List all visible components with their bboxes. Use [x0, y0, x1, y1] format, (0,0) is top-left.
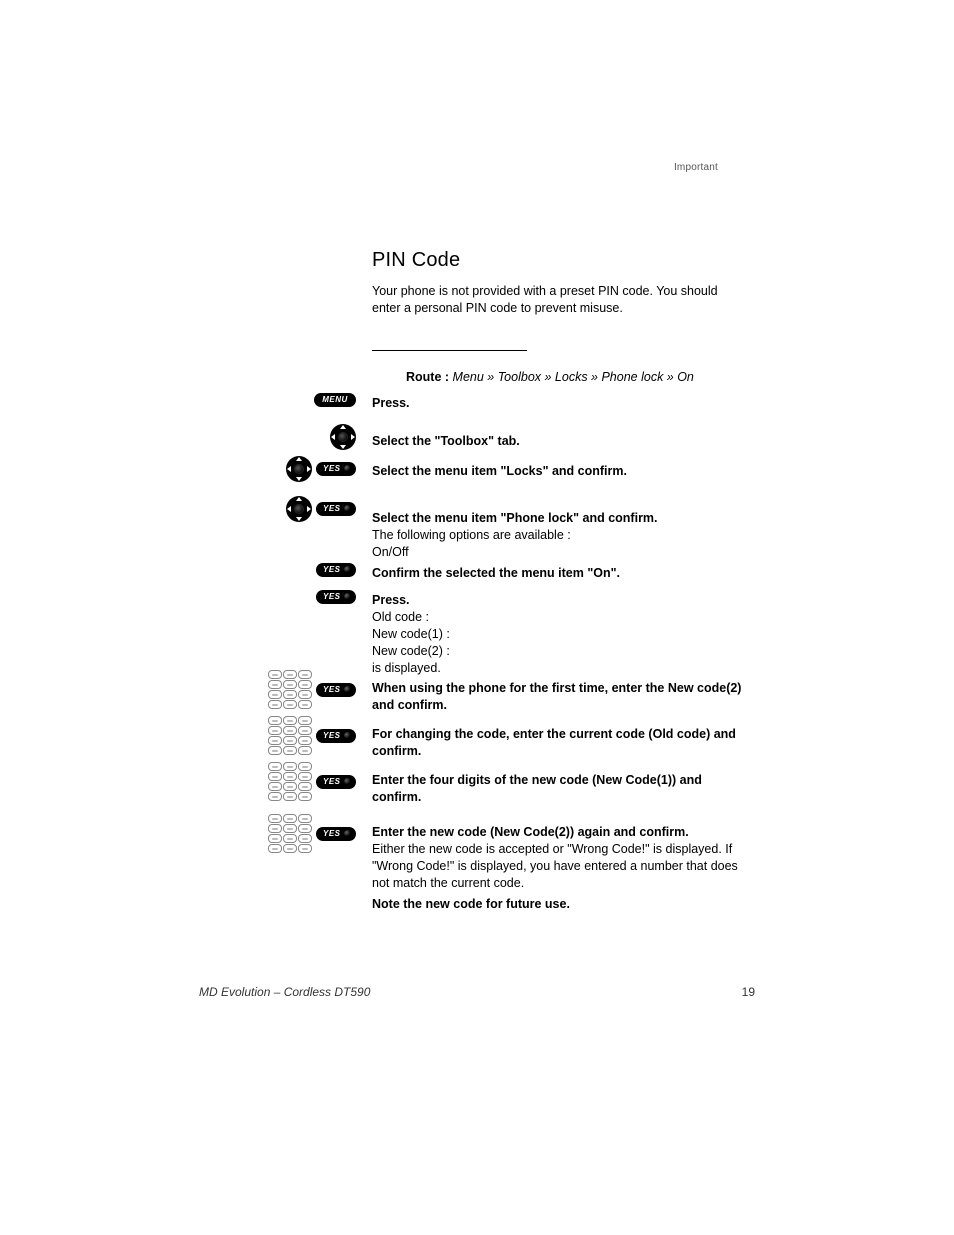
keypad-icon: [268, 670, 312, 709]
header-section-label: Important: [674, 162, 718, 173]
intro-paragraph: Your phone is not provided with a preset…: [372, 283, 742, 317]
keypad-yes-icon: YES: [268, 716, 356, 755]
menu-button-icon: MENU: [314, 393, 356, 407]
step-text: On/Off: [372, 544, 742, 561]
step-select-locks: Select the menu item "Locks" and confirm…: [372, 463, 742, 480]
yes-pill-icon: YES: [316, 590, 356, 604]
yes-pill-icon: YES: [316, 729, 356, 743]
navigation-disc-icon: [330, 424, 356, 450]
navigation-disc-icon: [286, 496, 312, 522]
step-bold: Select the menu item "Phone lock" and co…: [372, 510, 742, 527]
nav-yes-icon: YES: [286, 456, 356, 482]
step-press: Press.: [372, 395, 742, 412]
step-new-code2: Enter the new code (New Code(2)) again a…: [372, 824, 742, 892]
menu-pill-icon: MENU: [314, 393, 356, 407]
keypad-yes-icon: YES: [268, 814, 356, 853]
step-first-time: When using the phone for the first time,…: [372, 680, 742, 714]
navigation-disc-icon: [286, 456, 312, 482]
step-press-codes: Press. Old code : New code(1) : New code…: [372, 592, 742, 676]
yes-pill-icon: YES: [316, 683, 356, 697]
yes-icon: YES: [316, 563, 356, 577]
yes-pill-icon: YES: [316, 462, 356, 476]
route-path: Menu » Toolbox » Locks » Phone lock » On: [453, 370, 694, 384]
step-bold: Note the new code for future use.: [372, 896, 742, 913]
step-bold: Press.: [372, 395, 742, 412]
step-confirm-on: Confirm the selected the menu item "On".: [372, 565, 742, 582]
keypad-yes-icon: YES: [268, 762, 356, 801]
yes-icon: YES: [316, 590, 356, 604]
step-bold: When using the phone for the first time,…: [372, 680, 742, 714]
yes-pill-icon: YES: [316, 502, 356, 516]
footer-title: MD Evolution – Cordless DT590: [199, 985, 370, 999]
step-bold: Enter the four digits of the new code (N…: [372, 772, 742, 806]
step-text: New code(2) :: [372, 643, 742, 660]
section-title: PIN Code: [372, 249, 460, 272]
keypad-yes-icon: YES: [268, 670, 356, 709]
route-line: Route : Menu » Toolbox » Locks » Phone l…: [406, 370, 694, 384]
step-bold: Select the menu item "Locks" and confirm…: [372, 463, 742, 480]
step-text: New code(1) :: [372, 626, 742, 643]
step-bold: Enter the new code (New Code(2)) again a…: [372, 824, 742, 841]
step-select-toolbox: Select the "Toolbox" tab.: [372, 433, 742, 450]
step-text: The following options are available :: [372, 527, 742, 544]
keypad-icon: [268, 814, 312, 853]
step-bold: For changing the code, enter the current…: [372, 726, 742, 760]
step-bold: Select the "Toolbox" tab.: [372, 433, 742, 450]
step-bold: Press.: [372, 592, 742, 609]
page-number: 19: [742, 985, 755, 999]
nav-yes-icon: YES: [286, 496, 356, 522]
divider: [372, 350, 527, 351]
yes-pill-icon: YES: [316, 827, 356, 841]
step-text: Either the new code is accepted or "Wron…: [372, 841, 742, 892]
step-text: Old code :: [372, 609, 742, 626]
step-change-code: For changing the code, enter the current…: [372, 726, 742, 760]
nav-disc-icon: [330, 424, 356, 450]
step-select-phonelock: Select the menu item "Phone lock" and co…: [372, 510, 742, 561]
page: Important PIN Code Your phone is not pro…: [0, 0, 954, 1235]
keypad-icon: [268, 716, 312, 755]
yes-pill-icon: YES: [316, 563, 356, 577]
yes-pill-icon: YES: [316, 775, 356, 789]
step-note-code: Note the new code for future use.: [372, 896, 742, 913]
route-label: Route :: [406, 370, 453, 384]
step-new-code1: Enter the four digits of the new code (N…: [372, 772, 742, 806]
step-bold: Confirm the selected the menu item "On".: [372, 565, 742, 582]
keypad-icon: [268, 762, 312, 801]
step-text: is displayed.: [372, 660, 742, 677]
